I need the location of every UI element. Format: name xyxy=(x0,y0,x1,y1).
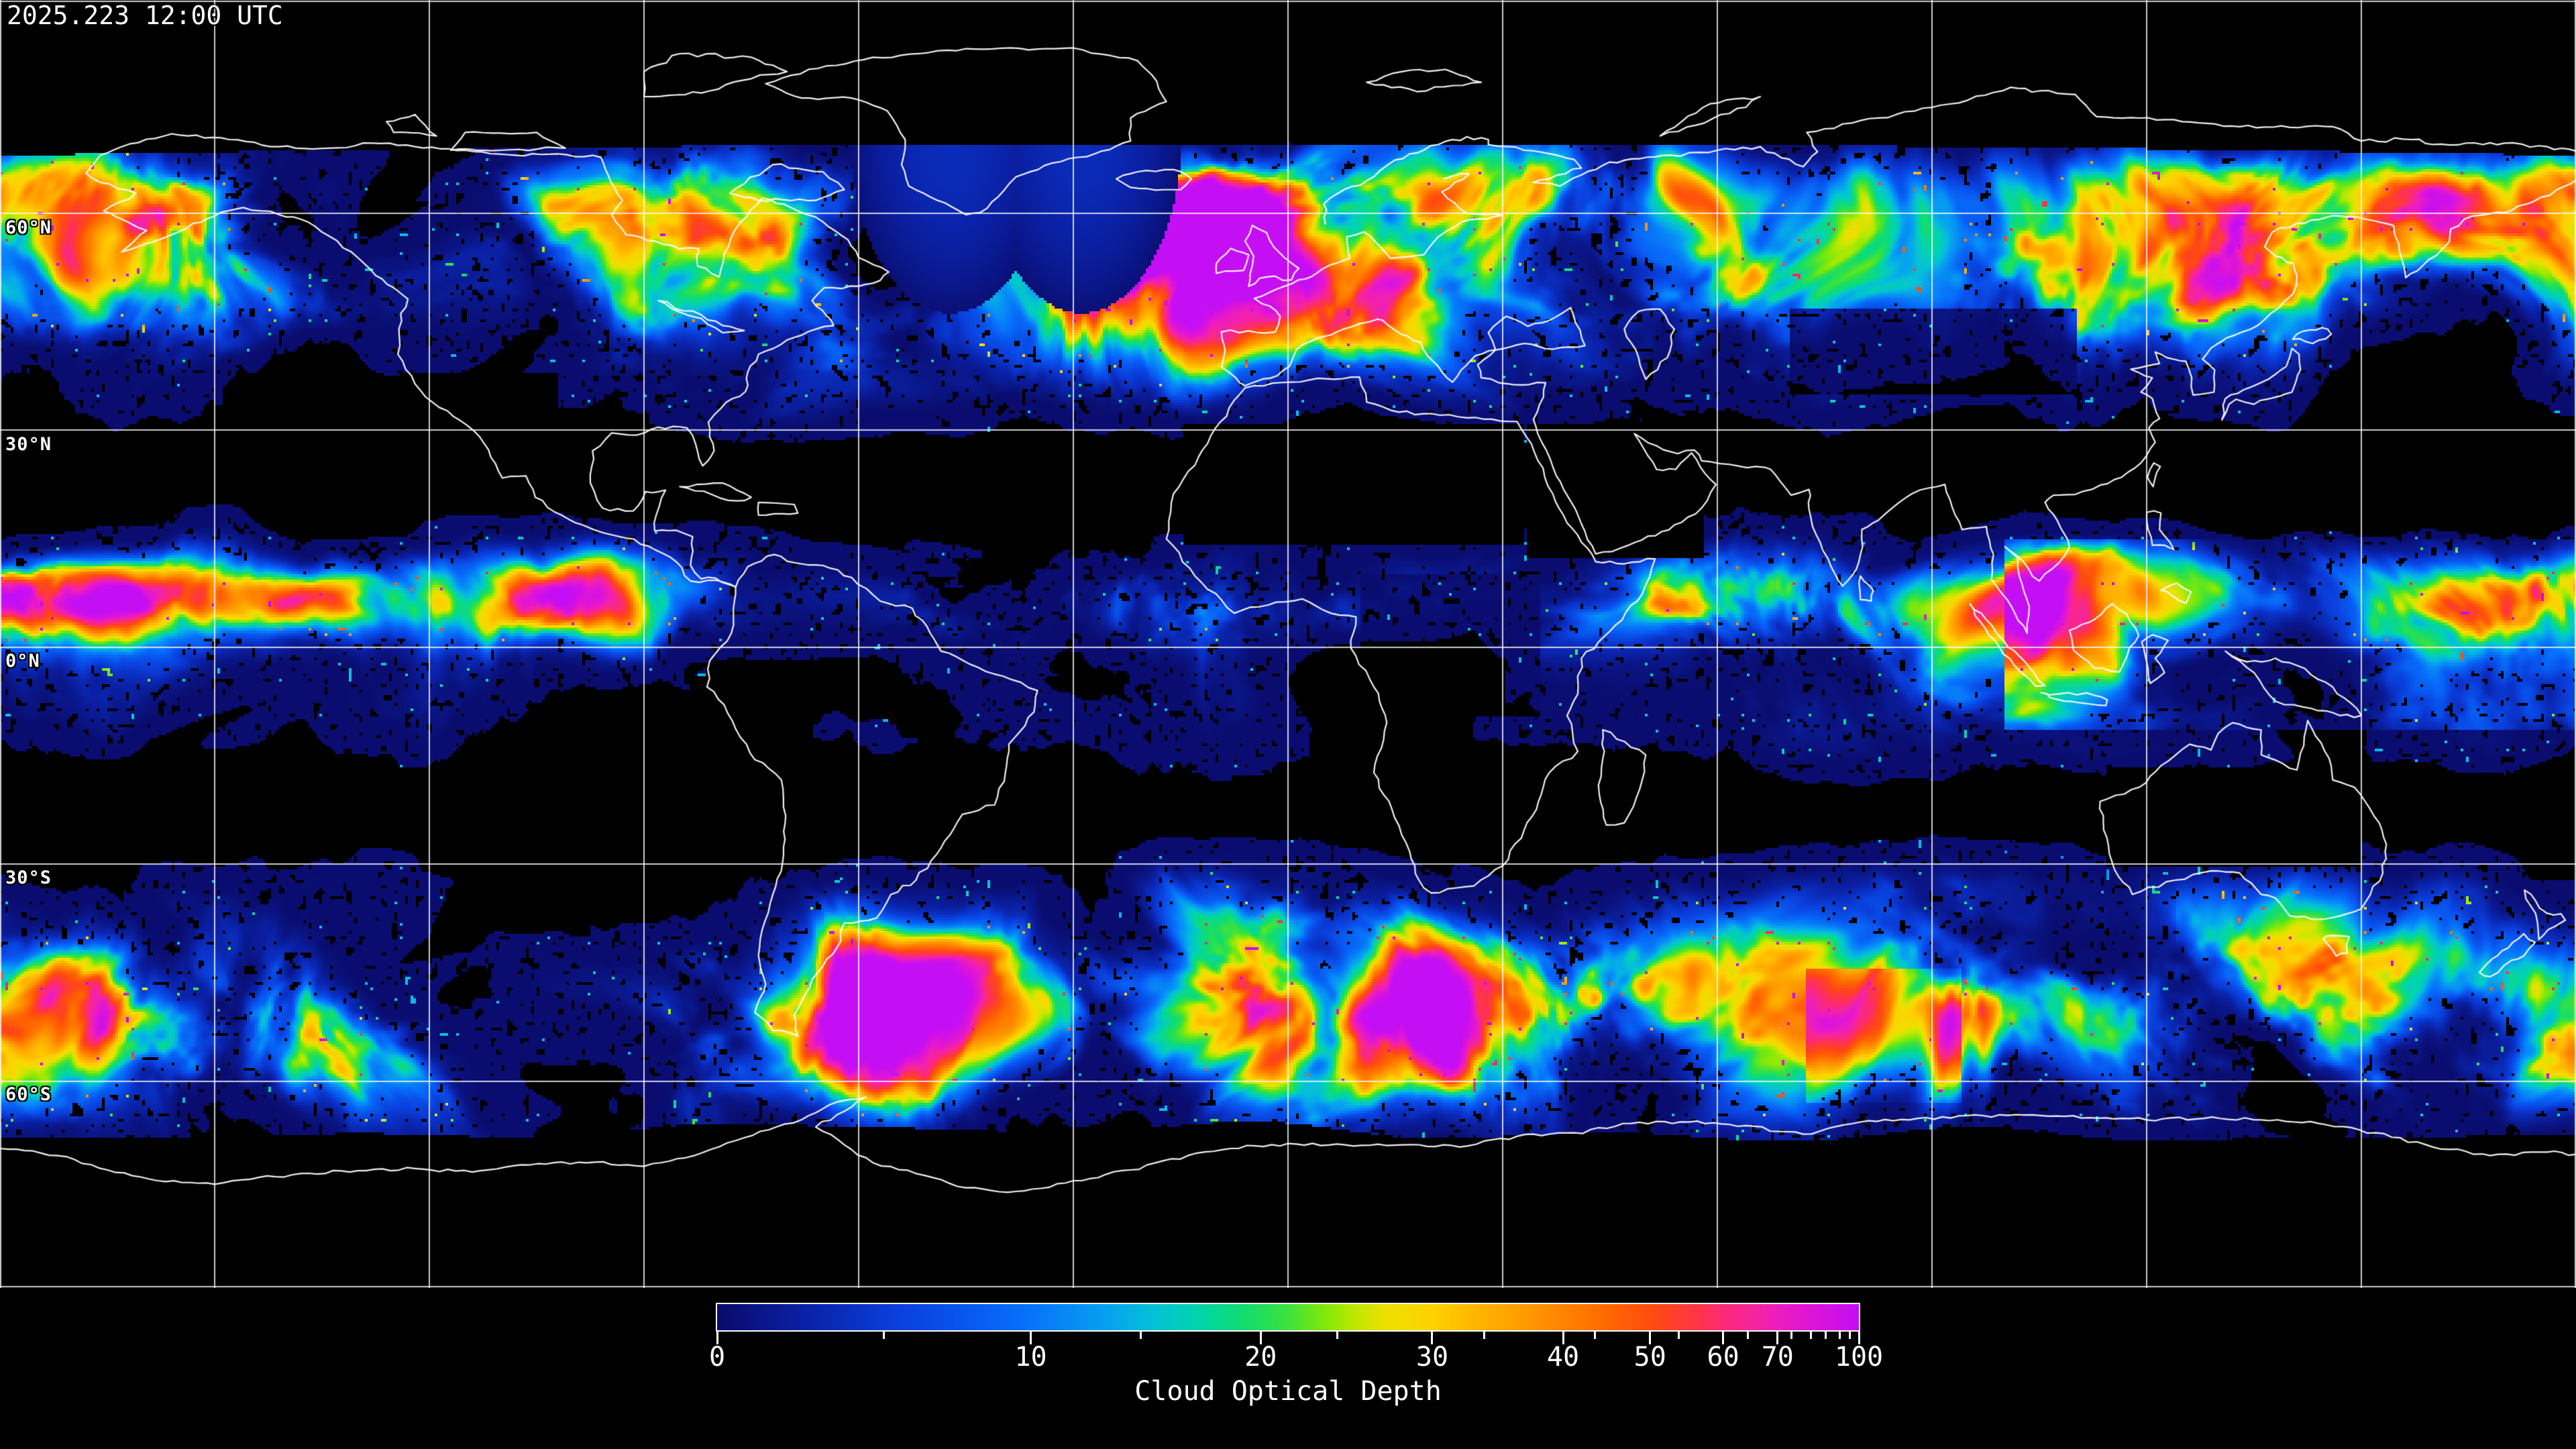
colorbar-tick-label-30: 30 xyxy=(1415,1342,1449,1373)
colorbar-minor-tick-35 xyxy=(1483,1332,1486,1339)
colorbar-tick-label-40: 40 xyxy=(1546,1342,1580,1373)
colorbar-minor-tick-25 xyxy=(1336,1332,1338,1339)
colorbar-minor-tick-5 xyxy=(882,1332,885,1339)
colorbar-minor-tick-15 xyxy=(1139,1332,1142,1339)
graticule-coastline-layer xyxy=(0,0,2576,1288)
colorbar-tick-label-10: 10 xyxy=(1014,1342,1047,1373)
colorbar-major-tick-50 xyxy=(1649,1332,1652,1344)
colorbar-minor-tick-45 xyxy=(1594,1332,1597,1339)
colorbar-major-tick-40 xyxy=(1562,1332,1564,1344)
latitude-label-0N: 0°N xyxy=(5,651,40,672)
colorbar-tick-labels: 0 10 20 30 40 50 60 70 100 xyxy=(709,1342,1883,1375)
colorbar-major-tick-30 xyxy=(1431,1332,1434,1344)
colorbar-tick-label-100: 100 xyxy=(1834,1342,1884,1373)
colorbar-major-tick-20 xyxy=(1259,1332,1262,1344)
colorbar-major-tick-0 xyxy=(716,1332,718,1344)
latitude-label-30S: 30°S xyxy=(5,867,52,888)
colorbar-minor-tick-75 xyxy=(1790,1332,1793,1339)
colorbar-minor-tick-80 xyxy=(1810,1332,1813,1339)
colorbar-ticks xyxy=(716,1332,1860,1346)
colorbar-tick-label-50: 50 xyxy=(1633,1342,1666,1373)
colorbar-minor-tick-55 xyxy=(1677,1332,1680,1339)
colorbar-major-tick-10 xyxy=(1030,1332,1032,1344)
timestamp-label: 2025.223 12:00 UTC xyxy=(7,1,283,30)
colorbar-major-tick-60 xyxy=(1722,1332,1725,1344)
latitude-label-30N: 30°N xyxy=(5,434,52,455)
colorbar-minor-tick-95 xyxy=(1848,1332,1851,1339)
colorbar-title: Cloud Optical Depth xyxy=(1134,1376,1442,1407)
colorbar-minor-tick-65 xyxy=(1747,1332,1750,1339)
latitude-label-60S: 60°S xyxy=(5,1083,52,1105)
colorbar-tick-label-70: 70 xyxy=(1761,1342,1794,1373)
colorbar-major-tick-100 xyxy=(1858,1332,1860,1344)
colorbar xyxy=(716,1303,1860,1332)
colorbar-tick-label-0: 0 xyxy=(708,1342,726,1373)
latitude-label-60N: 60°N xyxy=(5,217,52,239)
colorbar-gradient xyxy=(717,1304,1859,1330)
colorbar-minor-tick-85 xyxy=(1825,1332,1827,1339)
colorbar-tick-label-20: 20 xyxy=(1244,1342,1277,1373)
colorbar-tick-label-60: 60 xyxy=(1707,1342,1739,1373)
colorbar-major-tick-70 xyxy=(1776,1332,1779,1344)
colorbar-minor-tick-90 xyxy=(1838,1332,1841,1339)
